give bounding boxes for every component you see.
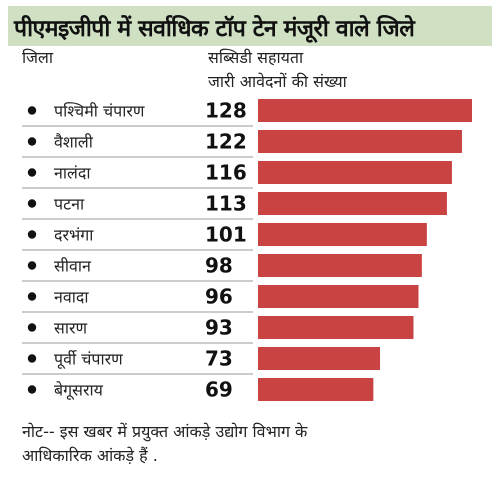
district-column-header: जिला bbox=[22, 48, 54, 67]
value-label: 96 bbox=[205, 285, 233, 309]
chart-title: पीएमइजीपी में सर्वाधिक टॉप टेन मंजूरी वा… bbox=[14, 16, 415, 42]
bar bbox=[258, 254, 422, 277]
row-bullet bbox=[27, 354, 37, 363]
bar bbox=[258, 161, 452, 184]
row-bullet bbox=[27, 261, 37, 270]
footnote-line-2: आधिकारिक आंकड़े हैं . bbox=[22, 446, 158, 465]
value-label: 98 bbox=[205, 254, 233, 278]
row-bullet bbox=[27, 106, 37, 115]
value-column-header: सब्सिडी सहायता जारी आवेदनों की संख्या bbox=[208, 46, 408, 94]
footnote: नोट-- इस खबर में प्रयुक्त आंकड़े उद्योग … bbox=[22, 420, 482, 468]
value-header-line-1: सब्सिडी सहायता bbox=[208, 48, 304, 67]
bar bbox=[258, 223, 427, 246]
title-bar: पीएमइजीपी में सर्वाधिक टॉप टेन मंजूरी वा… bbox=[8, 6, 492, 46]
category-label: सीवान bbox=[54, 257, 92, 276]
row-bullet bbox=[27, 323, 37, 332]
row-bullet bbox=[27, 230, 37, 239]
row-bullet bbox=[27, 137, 37, 146]
value-label: 116 bbox=[205, 161, 247, 185]
category-label: सारण bbox=[54, 319, 88, 338]
bar bbox=[258, 192, 447, 215]
value-label: 128 bbox=[205, 99, 247, 123]
value-header-line-2: जारी आवेदनों की संख्या bbox=[208, 72, 347, 91]
value-label: 73 bbox=[205, 347, 233, 371]
value-label: 93 bbox=[205, 316, 233, 340]
value-label: 113 bbox=[205, 192, 247, 216]
category-label: पूर्वी चंपारण bbox=[54, 350, 123, 370]
category-label: दरभंगा bbox=[54, 226, 94, 245]
value-label: 122 bbox=[205, 130, 247, 154]
bar bbox=[258, 347, 381, 370]
value-label: 69 bbox=[205, 378, 233, 402]
category-label: पश्चिमी चंपारण bbox=[54, 102, 145, 121]
bar bbox=[258, 316, 414, 339]
category-label: पटना bbox=[54, 195, 85, 214]
category-label: नवादा bbox=[54, 288, 89, 307]
row-bullet bbox=[27, 168, 37, 177]
row-bullet bbox=[27, 385, 37, 394]
value-label: 101 bbox=[205, 223, 247, 247]
footnote-line-1: नोट-- इस खबर में प्रयुक्त आंकड़े उद्योग … bbox=[22, 422, 308, 441]
bar bbox=[258, 285, 419, 308]
row-bullet bbox=[27, 199, 37, 208]
row-bullet bbox=[27, 292, 37, 301]
bar bbox=[258, 378, 374, 401]
bar bbox=[258, 130, 462, 153]
category-label: वैशाली bbox=[54, 133, 94, 152]
bar bbox=[258, 99, 472, 122]
category-label: बेगूसराय bbox=[54, 381, 104, 401]
category-label: नालंदा bbox=[54, 164, 91, 183]
